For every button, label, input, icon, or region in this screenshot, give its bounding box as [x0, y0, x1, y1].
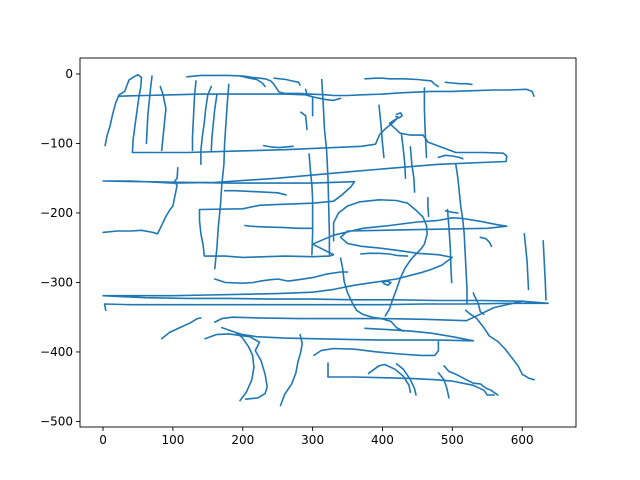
series-line-27: [320, 78, 331, 256]
series-line-12: [443, 365, 499, 396]
series-line-24: [210, 94, 218, 152]
series-line-45: [300, 111, 308, 131]
series-line-23: [200, 85, 213, 166]
x-tick-label: 500: [441, 433, 464, 447]
series-line-18: [186, 74, 535, 97]
series-line-7: [279, 333, 303, 407]
y-tick-label: −400: [40, 345, 73, 359]
series-line-38: [223, 189, 287, 196]
series-line-36: [542, 240, 547, 301]
series-line-1: [102, 167, 179, 235]
series-line-26: [308, 153, 314, 256]
series-line-25: [214, 83, 230, 270]
series-line-41: [364, 77, 440, 88]
series-line-49: [381, 280, 392, 286]
series-line-16: [339, 257, 405, 332]
y-tick-label: −300: [40, 275, 73, 289]
series-line-33: [446, 208, 453, 284]
series-line-39: [262, 144, 294, 149]
series-line-6: [221, 326, 255, 402]
x-tick-label: 300: [301, 433, 324, 447]
series-line-8: [313, 340, 440, 357]
y-tick-label: −100: [40, 136, 73, 150]
y-tick-label: 0: [65, 67, 73, 81]
series-line-17: [332, 199, 428, 317]
series-line-11: [395, 363, 417, 396]
series-line-44: [273, 77, 301, 86]
series-line-5: [204, 333, 268, 400]
series-line-35: [523, 233, 530, 291]
series-line-30: [409, 146, 416, 193]
y-tick-label: −200: [40, 206, 73, 220]
series-line-10: [367, 363, 412, 394]
series-line-46: [437, 154, 464, 160]
series-line-14: [464, 309, 535, 381]
series-line-13: [437, 372, 450, 399]
series-line-2: [214, 300, 523, 323]
series-line-19: [117, 93, 314, 117]
series-line-37: [244, 224, 314, 230]
series-line-51: [427, 196, 430, 218]
series-line-22: [191, 80, 197, 152]
x-tick-label: 400: [371, 433, 394, 447]
x-tick-label: 100: [161, 433, 184, 447]
plot-area: [102, 73, 549, 407]
series-line-42: [444, 81, 473, 86]
x-tick-label: 600: [511, 433, 534, 447]
series-line-29: [400, 132, 407, 179]
series-line-28: [378, 104, 385, 159]
series-line-34: [479, 236, 493, 248]
x-tick-label: 200: [231, 433, 254, 447]
y-tick-label: −500: [40, 414, 73, 428]
series-line-20: [145, 75, 153, 145]
series-line-40: [304, 88, 342, 102]
series-line-0: [102, 73, 549, 312]
series-line-48: [360, 252, 409, 257]
series-line-15: [214, 271, 349, 284]
series-line-9: [327, 362, 496, 396]
series-line-32: [455, 163, 468, 305]
series-line-52: [472, 292, 485, 316]
series-line-21: [159, 85, 167, 152]
series-line-50: [395, 112, 403, 119]
axes-frame: [79, 57, 577, 428]
series-line-47: [444, 210, 459, 214]
series-line-3: [160, 317, 202, 340]
series-line-31: [423, 87, 428, 159]
axes: 0 100 200 300 400 500 600 0 −100 −200 −300 −400 −500: [40, 57, 577, 447]
series-line-43: [239, 75, 266, 88]
series-line-4: [235, 327, 475, 342]
x-tick-label: 0: [99, 433, 107, 447]
